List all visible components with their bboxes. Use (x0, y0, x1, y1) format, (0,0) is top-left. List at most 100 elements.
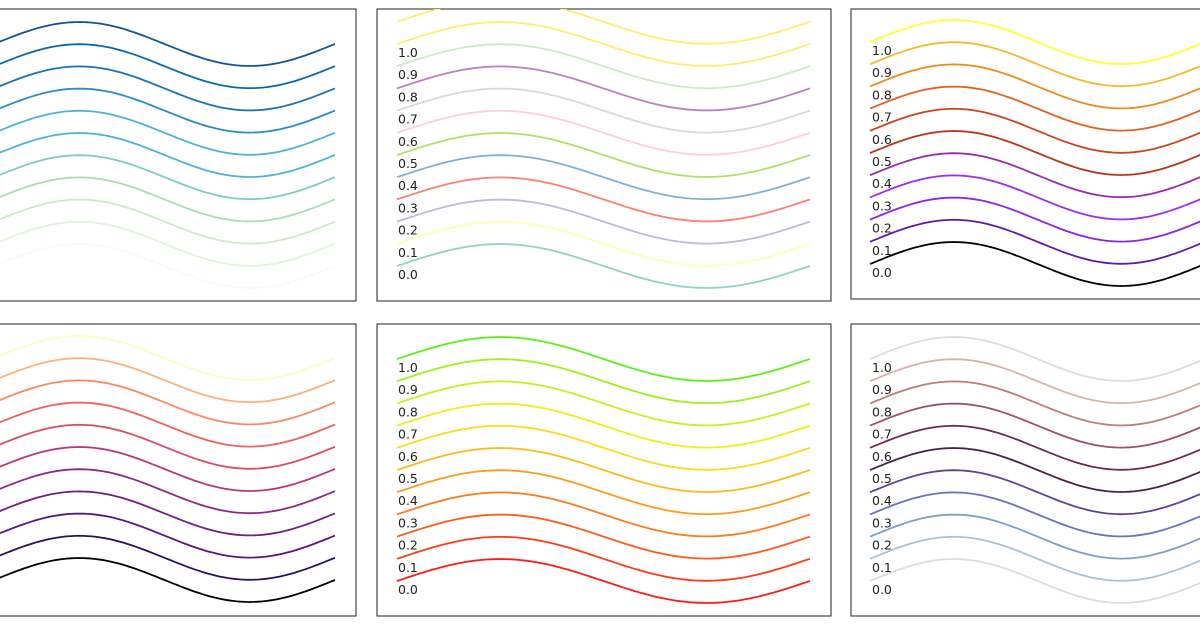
series-line-4 (396, 469, 811, 516)
series-line-5 (0, 132, 336, 178)
series-label: 1.0 (872, 360, 892, 375)
series-label: 0.3 (872, 515, 892, 530)
series-label: 0.1 (872, 560, 892, 575)
series-label: 0.1 (872, 243, 892, 258)
series-label: 0.4 (398, 493, 418, 508)
series-line-0 (0, 243, 336, 289)
series-label: 0.4 (872, 176, 892, 191)
series-label: 0.5 (398, 471, 418, 486)
series-line-8 (396, 380, 811, 427)
series-line-0 (869, 241, 1200, 287)
chart-panel-6: 0.0 0.1 0.2 0.3 0.4 0.5 0.6 0.7 0.8 0.9 1.0 (850, 323, 1200, 617)
series-label: 0.0 (398, 582, 418, 597)
series-label: 0.5 (872, 471, 892, 486)
series-label: 0.5 (398, 156, 418, 171)
series-label: 0.9 (872, 65, 892, 80)
series-line-8 (0, 65, 336, 112)
series-line-5 (869, 130, 1200, 176)
series-label: 1.0 (398, 360, 418, 375)
series-line-0 (396, 243, 811, 289)
series-line-6 (869, 107, 1200, 154)
series-line-8 (0, 379, 336, 426)
series-label: 0.4 (872, 493, 892, 508)
series-line-8 (869, 63, 1200, 110)
series-label: 0.0 (872, 582, 892, 597)
series-label: 0.8 (872, 87, 892, 102)
series-label: 0.3 (398, 515, 418, 530)
series-line-3 (0, 490, 336, 537)
series-line-4 (869, 152, 1200, 199)
series-line-1 (396, 220, 811, 267)
series-line-4 (0, 154, 336, 201)
series-label: 0.2 (872, 538, 892, 553)
series-label: 0.5 (872, 154, 892, 169)
series-label: 0.8 (398, 404, 418, 419)
series-label: 0.9 (398, 67, 418, 82)
series-line-9 (0, 43, 336, 90)
chart-panel-2: 0.0 0.1 0.2 0.3 0.4 0.5 0.6 0.7 0.8 0.9 1.0 (376, 8, 832, 302)
series-line-8 (396, 65, 811, 112)
series-line-5 (396, 132, 811, 178)
series-label: 0.0 (398, 267, 418, 282)
series-line-3 (396, 176, 811, 223)
series-line-7 (396, 87, 811, 134)
series-line-9 (869, 41, 1200, 88)
series-line-4 (0, 468, 336, 515)
series-line-9 (869, 358, 1200, 405)
series-line-0 (869, 558, 1200, 604)
series-line-7 (869, 402, 1200, 449)
series-label: 0.2 (398, 223, 418, 238)
series-line-7 (0, 87, 336, 134)
series-label: 0.7 (398, 427, 418, 442)
series-line-4 (869, 469, 1200, 516)
series-line-2 (0, 512, 336, 559)
series-label: 1.0 (872, 43, 892, 58)
series-line-2 (396, 513, 811, 560)
series-line-9 (396, 43, 811, 90)
series-label: 0.0 (872, 265, 892, 280)
series-label: 0.1 (398, 560, 418, 575)
series-label: 1.0 (398, 45, 418, 60)
series-line-4 (396, 154, 811, 201)
series-line-10 (396, 21, 811, 67)
series-line-10 (0, 335, 336, 381)
series-line-10 (869, 336, 1200, 382)
series-line-9 (0, 357, 336, 404)
series-line-1 (0, 534, 336, 581)
series-label: 0.6 (398, 449, 418, 464)
series-line-9 (396, 358, 811, 405)
series-line-2 (396, 198, 811, 245)
series-line-0 (0, 557, 336, 603)
series-line-6 (396, 424, 811, 471)
series-line-3 (869, 174, 1200, 221)
series-line-6 (0, 423, 336, 470)
series-line-3 (869, 491, 1200, 538)
series-label: 0.7 (872, 110, 892, 125)
chart-panel-3: 0.0 0.1 0.2 0.3 0.4 0.5 0.6 0.7 0.8 0.9 1.0 (850, 8, 1200, 300)
series-label: 0.3 (398, 200, 418, 215)
series-label: 0.8 (398, 89, 418, 104)
series-line-1 (869, 535, 1200, 582)
series-line-10 (869, 19, 1200, 65)
series-line-7 (396, 402, 811, 449)
series-label: 0.3 (872, 198, 892, 213)
axes-frame (0, 8, 357, 302)
series-label: 0.9 (398, 382, 418, 397)
series-line-3 (396, 491, 811, 538)
series-line-10 (0, 21, 336, 67)
series-label: 0.2 (398, 538, 418, 553)
series-label: 0.6 (872, 132, 892, 147)
series-line-7 (0, 401, 336, 448)
series-line-2 (869, 196, 1200, 243)
series-line-10 (396, 336, 811, 382)
series-line-3 (0, 176, 336, 223)
series-line-6 (869, 424, 1200, 471)
series-label: 0.9 (872, 382, 892, 397)
series-line-1 (869, 218, 1200, 265)
series-line-6 (396, 109, 811, 156)
series-label: 0.6 (872, 449, 892, 464)
axes-frame (850, 323, 1200, 617)
series-label: 0.4 (398, 178, 418, 193)
series-label: 0.2 (872, 221, 892, 236)
series-line-5 (869, 447, 1200, 493)
